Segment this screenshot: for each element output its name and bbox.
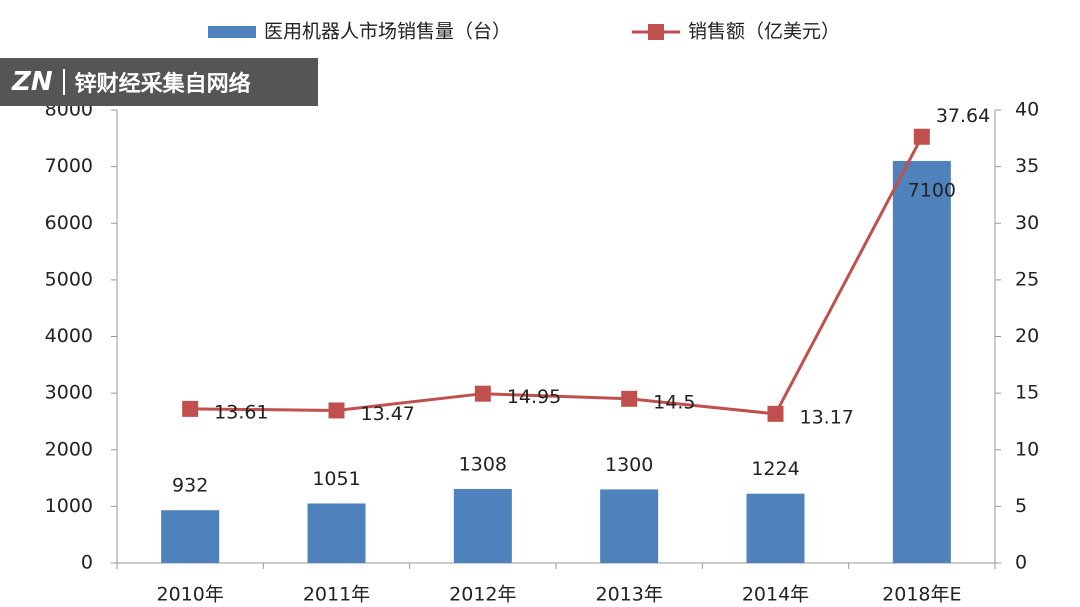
watermark-divider xyxy=(62,69,65,95)
y2-tick-label: 0 xyxy=(1015,552,1027,574)
x-tick-label: 2010年 xyxy=(156,584,223,606)
x-tick-label: 2013年 xyxy=(595,584,662,606)
line-marker xyxy=(328,402,345,419)
y2-tick-label: 20 xyxy=(1015,325,1039,347)
x-tick-label: 2011年 xyxy=(303,584,370,606)
watermark: ZN 锌财经采集自网络 xyxy=(0,58,318,106)
watermark-logo: ZN xyxy=(12,67,53,97)
x-tick-label: 2018年E xyxy=(882,584,961,606)
y-tick-label: 3000 xyxy=(45,382,93,404)
line-value-label: 37.64 xyxy=(936,105,990,127)
x-tick-label: 2012年 xyxy=(449,584,516,606)
y2-tick-label: 40 xyxy=(1015,99,1039,121)
y-tick-label: 0 xyxy=(81,552,93,574)
bar xyxy=(307,503,366,563)
x-tick-label: 2014年 xyxy=(742,584,809,606)
legend-swatch xyxy=(208,26,256,38)
line-value-label: 13.17 xyxy=(800,406,854,428)
y2-tick-label: 25 xyxy=(1015,268,1039,290)
bar xyxy=(600,489,659,563)
bar-value-label: 1300 xyxy=(605,454,653,476)
legend-swatch xyxy=(648,24,664,40)
y2-tick-label: 35 xyxy=(1015,155,1039,177)
y-tick-label: 1000 xyxy=(45,495,93,517)
y-tick-label: 4000 xyxy=(45,325,93,347)
y2-tick-label: 15 xyxy=(1015,382,1039,404)
bar xyxy=(746,493,805,563)
line-marker xyxy=(182,400,199,417)
legend-label: 医用机器人市场销售量（台） xyxy=(264,21,511,43)
watermark-text: 锌财经采集自网络 xyxy=(74,72,251,97)
line-marker xyxy=(767,405,784,422)
line-marker xyxy=(621,390,638,407)
bar xyxy=(161,510,220,563)
y-tick-label: 2000 xyxy=(45,438,93,460)
y-tick-label: 6000 xyxy=(45,212,93,234)
line-value-label: 13.47 xyxy=(361,403,415,425)
bar-value-label: 1051 xyxy=(312,468,360,490)
y-tick-label: 5000 xyxy=(45,268,93,290)
y2-tick-label: 30 xyxy=(1015,212,1039,234)
line-value-label: 13.61 xyxy=(214,401,268,423)
y2-tick-label: 10 xyxy=(1015,438,1039,460)
bar-value-label: 1308 xyxy=(459,453,507,475)
bar-value-label: 932 xyxy=(172,475,208,497)
line-marker xyxy=(474,385,491,402)
line-marker xyxy=(913,128,930,145)
y2-tick-label: 5 xyxy=(1015,495,1027,517)
bar xyxy=(453,488,512,563)
line-value-label: 14.95 xyxy=(507,386,561,408)
line xyxy=(190,136,924,416)
line-value-label: 14.5 xyxy=(653,391,695,413)
y-tick-label: 7000 xyxy=(45,155,93,177)
bar-value-label: 1224 xyxy=(751,458,799,480)
bar-value-label: 7100 xyxy=(908,179,956,201)
bar xyxy=(892,160,951,563)
legend-label: 销售额（亿美元） xyxy=(688,21,840,43)
